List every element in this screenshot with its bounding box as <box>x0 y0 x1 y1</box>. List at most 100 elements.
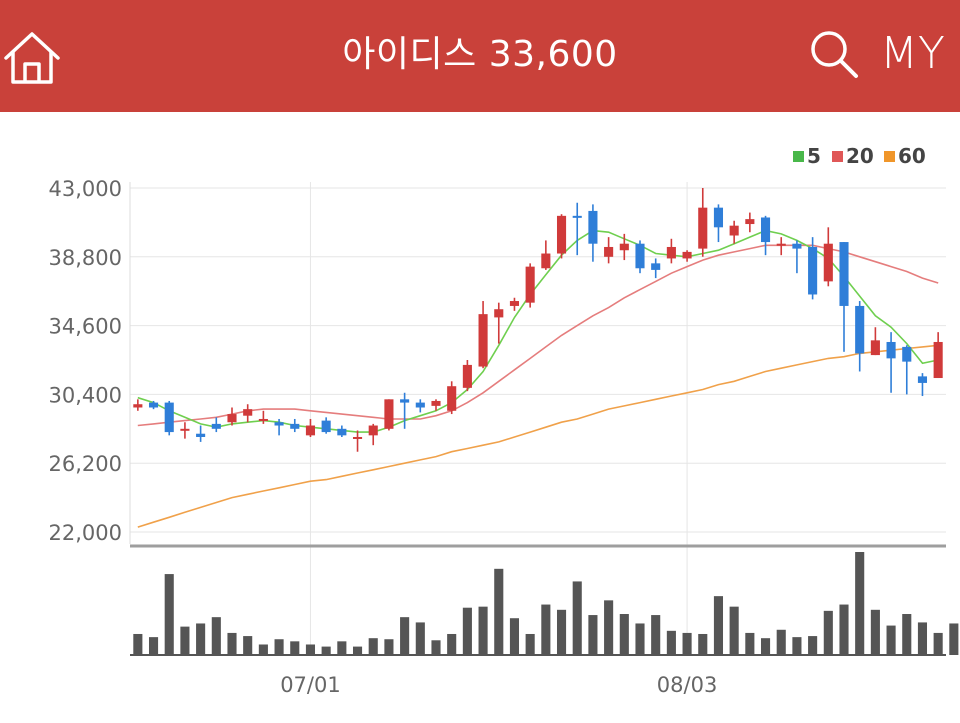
y-tick-label: 22,000 <box>49 521 122 545</box>
legend-swatch <box>793 151 804 162</box>
volume-bar <box>713 596 724 655</box>
volume-bar <box>604 600 614 655</box>
volume-bar <box>760 638 771 655</box>
candle-body <box>415 402 425 408</box>
volume-bar <box>196 623 206 655</box>
legend-label: 20 <box>846 144 874 168</box>
candle-body <box>933 341 943 379</box>
volume-bar <box>949 623 959 655</box>
candle-body <box>180 428 190 431</box>
legend-swatch <box>884 151 895 162</box>
volume-bar <box>478 606 488 655</box>
stock-title: 아이디스 33,600 <box>342 34 618 75</box>
candle-body <box>321 420 331 433</box>
y-tick-label: 38,800 <box>49 246 122 270</box>
volume-bar <box>337 641 347 655</box>
search-button[interactable] <box>808 28 860 80</box>
candle-body <box>509 301 520 306</box>
stock-chart: 43,000 38,800 34,600 30,400 26,200 22,000 07/0… <box>0 112 960 719</box>
candle-body <box>556 215 567 254</box>
candle-body <box>462 364 472 388</box>
volume-bar <box>792 637 802 655</box>
candle-body <box>431 400 441 406</box>
volume-bar <box>227 632 237 655</box>
candle-body <box>855 305 865 354</box>
candle-body <box>211 423 221 429</box>
candle-body <box>651 263 661 270</box>
volume-bar <box>180 626 190 655</box>
candle-body <box>808 246 818 295</box>
volume-bar <box>258 644 268 655</box>
candle-body <box>400 399 410 403</box>
candle-body <box>196 433 206 437</box>
y-tick-label: 34,600 <box>49 315 122 339</box>
volume-bar <box>368 638 378 655</box>
volume-bar <box>698 633 708 655</box>
volume-bar <box>321 646 331 655</box>
volume-bar <box>556 609 567 655</box>
my-button[interactable]: MY <box>880 28 945 79</box>
candle-body <box>776 243 786 246</box>
volume-bar <box>619 614 629 655</box>
volume-bar <box>870 609 880 655</box>
volume-bar <box>447 633 457 655</box>
volume-bar <box>808 636 818 655</box>
volume-bar <box>164 574 174 655</box>
candle-body <box>258 418 268 421</box>
candle-body <box>478 314 488 367</box>
volume-bar <box>494 568 504 655</box>
candle-body <box>682 251 692 259</box>
volume-bar <box>305 644 316 655</box>
candle-body <box>666 246 676 259</box>
volume-bar <box>823 610 833 655</box>
candle-body <box>447 386 457 411</box>
volume-bar <box>290 641 300 655</box>
volume-bar <box>431 640 441 655</box>
volume-bar <box>729 606 739 655</box>
volume-bar <box>776 629 786 655</box>
volume-bar <box>462 607 472 655</box>
volume-bar <box>243 636 253 655</box>
candle-body <box>698 207 708 249</box>
volume-bar <box>352 646 363 655</box>
volume-bar <box>651 615 661 655</box>
header-bar: 아이디스 33,600 MY <box>0 0 960 112</box>
legend-swatch <box>832 151 843 162</box>
ma5-line <box>137 229 939 433</box>
home-button[interactable] <box>0 28 64 88</box>
candle-body <box>588 210 598 244</box>
candle-body <box>290 423 300 429</box>
candle-body <box>384 399 394 429</box>
volume-bar <box>274 639 284 655</box>
volume-bar <box>211 617 221 655</box>
candle-body <box>886 341 896 359</box>
volume-bar <box>635 623 645 655</box>
volume-bar <box>839 604 849 655</box>
ma20-line <box>137 244 939 427</box>
search-icon <box>811 31 858 78</box>
candle-body <box>713 207 724 228</box>
volume-bar <box>745 632 755 655</box>
candle-body <box>902 346 912 362</box>
volume-bar <box>384 639 394 655</box>
volume-bar <box>682 632 692 655</box>
candle-body <box>792 243 802 249</box>
candle-body <box>133 404 143 408</box>
candle-body <box>823 243 833 282</box>
volume-bar <box>666 630 676 655</box>
volume-bar <box>917 622 928 655</box>
candle-body <box>305 425 316 436</box>
y-tick-label: 26,200 <box>49 452 122 476</box>
candle-body <box>619 243 629 251</box>
volume-bar <box>133 633 143 655</box>
home-icon <box>4 32 60 84</box>
legend-label: 60 <box>898 144 926 168</box>
candle-body <box>870 340 880 356</box>
candle-body <box>352 436 363 439</box>
volume-bar <box>400 617 410 655</box>
candle-body <box>604 246 614 257</box>
candle-body <box>148 402 159 408</box>
candle-body <box>337 428 347 436</box>
volume-bar <box>572 581 582 655</box>
candle-body <box>635 243 645 269</box>
